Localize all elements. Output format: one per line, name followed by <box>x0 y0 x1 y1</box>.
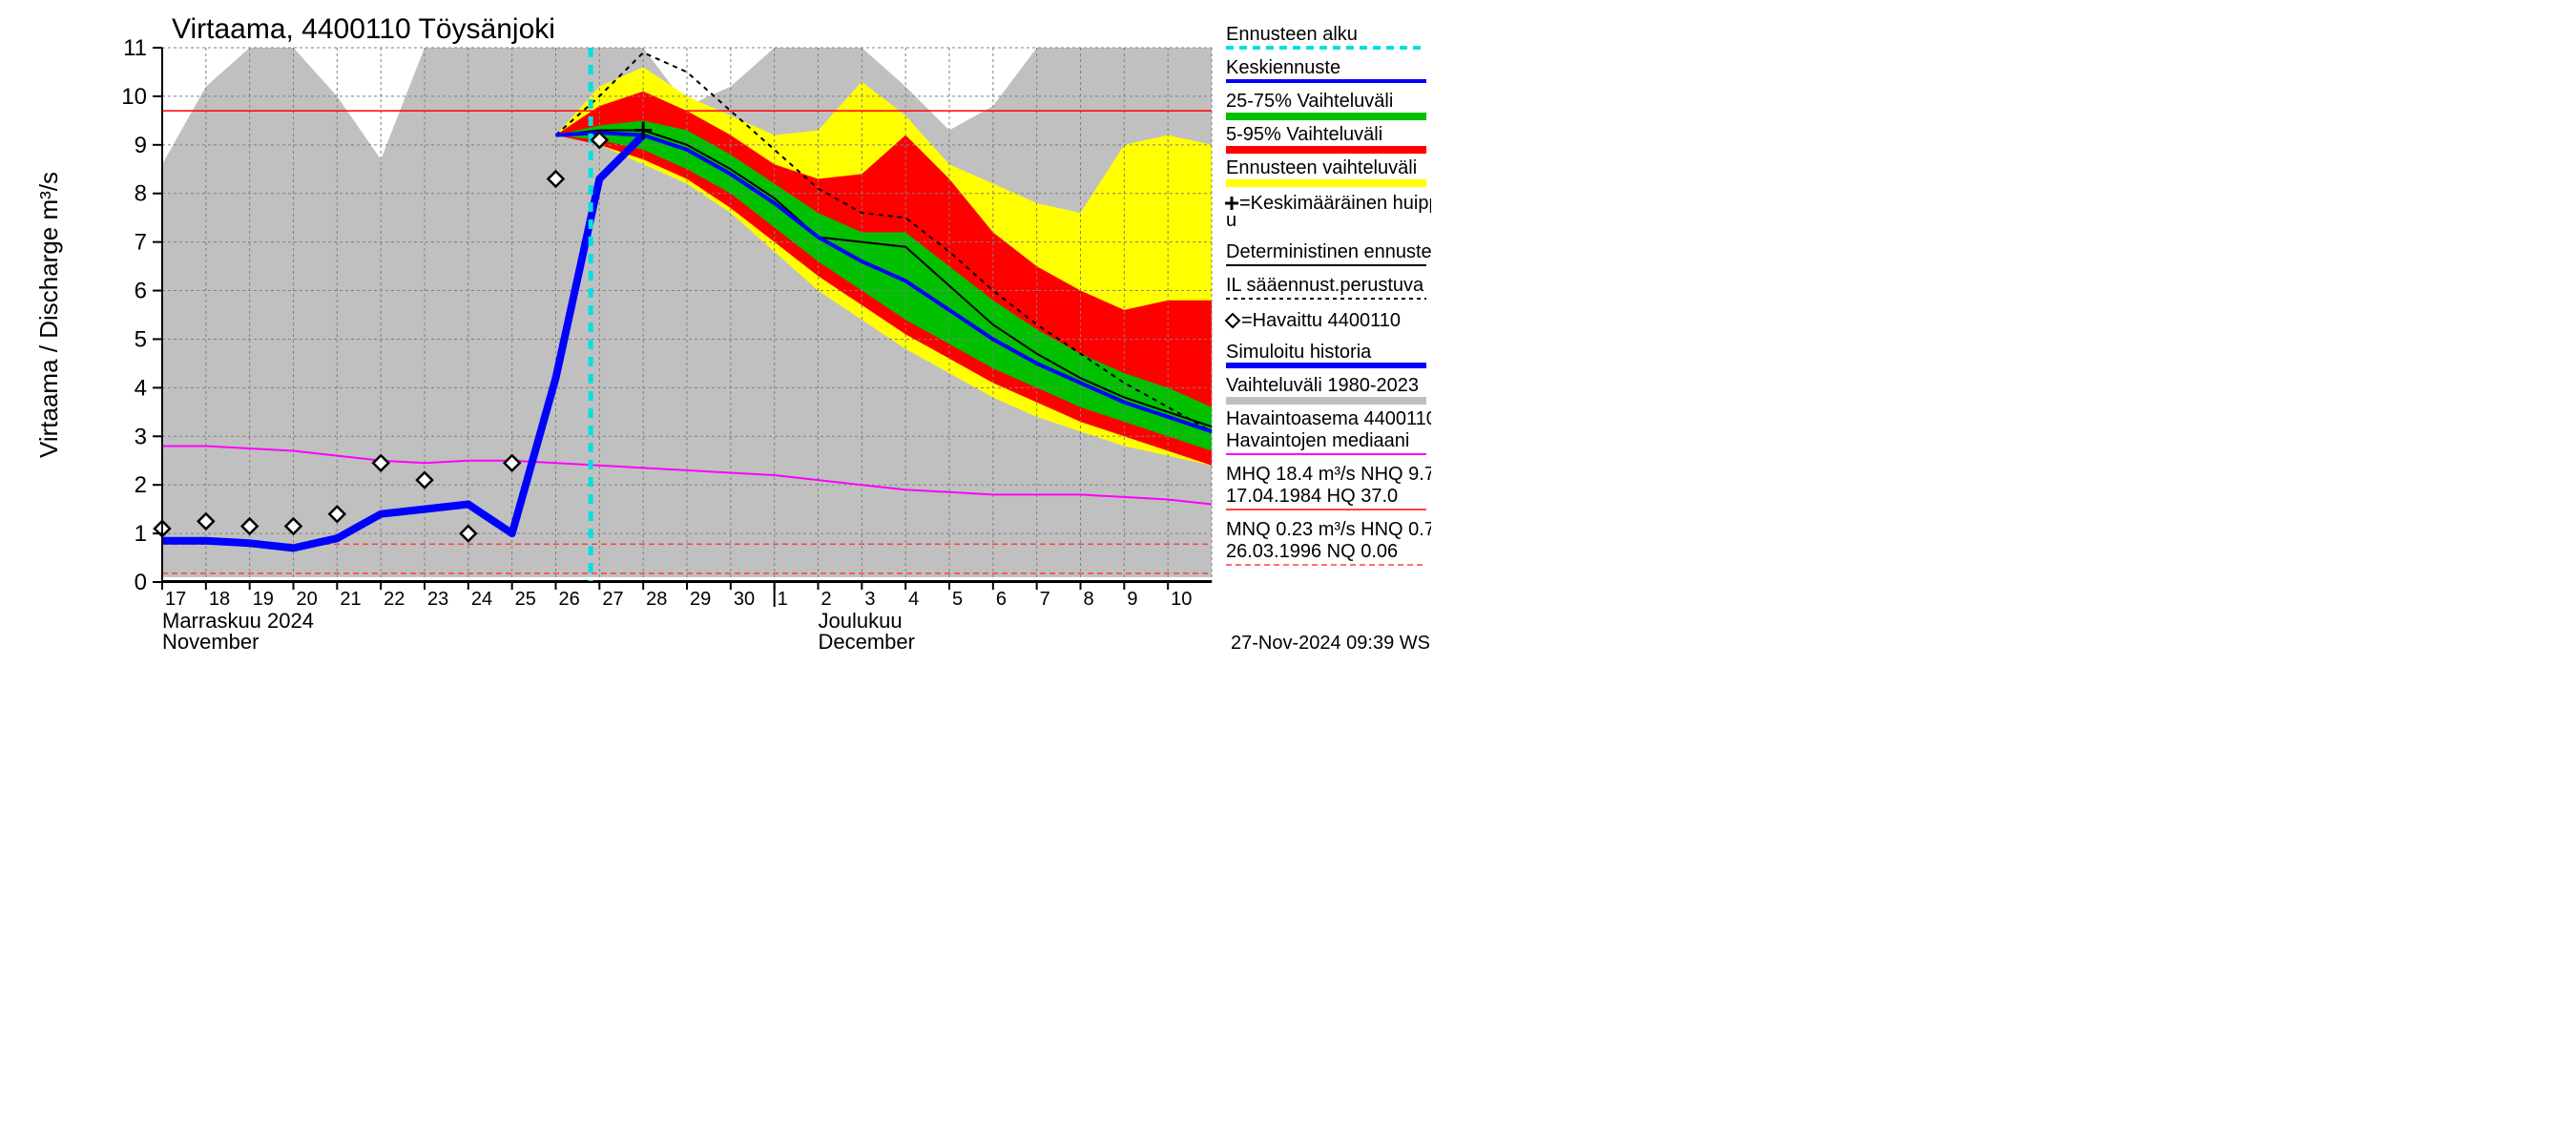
x-tick-label: 29 <box>690 589 711 610</box>
legend-label-station: Havaintoasema 4400110 <box>1226 408 1431 429</box>
y-tick-label: 1 <box>135 521 147 547</box>
legend-label-il: IL sääennust.perustuva <box>1226 275 1424 296</box>
x-tick-label: 18 <box>209 589 230 610</box>
x-tick-label: 7 <box>1040 589 1050 610</box>
x-tick-label: 8 <box>1084 589 1094 610</box>
legend-label-sim_hist: Simuloitu historia <box>1226 342 1372 363</box>
x-tick-label: 21 <box>340 589 361 610</box>
y-tick-label: 2 <box>135 472 147 498</box>
legend-swatch-p5_95 <box>1226 146 1426 154</box>
month-label-en: December <box>819 630 915 654</box>
x-tick-label: 23 <box>427 589 448 610</box>
y-tick-label: 3 <box>135 424 147 449</box>
y-axis-label: Virtaama / Discharge m³/s <box>34 172 63 458</box>
legend-label-mhq: MHQ 18.4 m³/s NHQ 9.7 <box>1226 464 1431 485</box>
chart-title: Virtaama, 4400110 Töysänjoki <box>172 13 555 45</box>
x-tick-label: 30 <box>734 589 755 610</box>
x-tick-label: 20 <box>297 589 318 610</box>
y-tick-label: 9 <box>135 133 147 158</box>
legend-label-nq: 26.03.1996 NQ 0.06 <box>1226 541 1398 562</box>
x-tick-label: 9 <box>1127 589 1137 610</box>
x-tick-label: 19 <box>253 589 274 610</box>
legend-label-forecast_start: Ennusteen alku <box>1226 24 1358 45</box>
y-tick-label: 7 <box>135 230 147 256</box>
x-tick-label: 17 <box>165 589 186 610</box>
y-tick-label: 10 <box>121 84 147 110</box>
x-tick-label: 5 <box>952 589 963 610</box>
legend-label-hq: 17.04.1984 HQ 37.0 <box>1226 486 1398 507</box>
legend-label-mnq: MNQ 0.23 m³/s HNQ 0.78 <box>1226 519 1431 540</box>
legend-label-p25_75: 25-75% Vaihteluväli <box>1226 91 1393 112</box>
y-tick-label: 8 <box>135 181 147 207</box>
x-tick-label: 3 <box>864 589 875 610</box>
chart-container: 0123456789101117181920212223242526272829… <box>0 0 1431 658</box>
x-tick-label: 10 <box>1171 589 1192 610</box>
x-tick-label: 22 <box>384 589 405 610</box>
legend-label-deterministic: Deterministinen ennuste <box>1226 241 1431 262</box>
legend-swatch-full_range <box>1226 179 1426 187</box>
x-tick-label: 26 <box>559 589 580 610</box>
chart-svg: 0123456789101117181920212223242526272829… <box>0 0 1431 658</box>
x-tick-label: 28 <box>646 589 667 610</box>
y-tick-label: 6 <box>135 279 147 304</box>
legend-label-p5_95: 5-95% Vaihteluväli <box>1226 124 1382 145</box>
x-tick-label: 6 <box>996 589 1007 610</box>
x-tick-label: 24 <box>471 589 492 610</box>
legend-label-observed: =Havaittu 4400110 <box>1241 310 1401 331</box>
legend-label-mean_peak-2: u <box>1226 210 1236 231</box>
y-tick-label: 5 <box>135 326 147 352</box>
x-tick-label: 4 <box>908 589 919 610</box>
x-tick-label: 25 <box>515 589 536 610</box>
legend-label-median: Keskiennuste <box>1226 57 1340 78</box>
month-label-en: November <box>162 630 259 654</box>
x-tick-label: 1 <box>778 589 788 610</box>
legend-label-full_range: Ennusteen vaihteluväli <box>1226 157 1417 178</box>
x-tick-label: 27 <box>602 589 623 610</box>
legend-label-range_hist: Vaihteluväli 1980-2023 <box>1226 375 1419 396</box>
y-tick-label: 4 <box>135 375 147 401</box>
legend-label-obs_median: Havaintojen mediaani <box>1226 430 1409 451</box>
y-tick-label: 0 <box>135 570 147 595</box>
legend-label-mean_peak: =Keskimääräinen huippu <box>1239 193 1431 214</box>
legend-swatch-range_hist <box>1226 397 1426 405</box>
chart-footer-timestamp: 27-Nov-2024 09:39 WSFS-O <box>1231 633 1431 654</box>
x-tick-label: 2 <box>821 589 832 610</box>
y-tick-label: 11 <box>123 35 147 61</box>
legend-swatch-p25_75 <box>1226 113 1426 120</box>
